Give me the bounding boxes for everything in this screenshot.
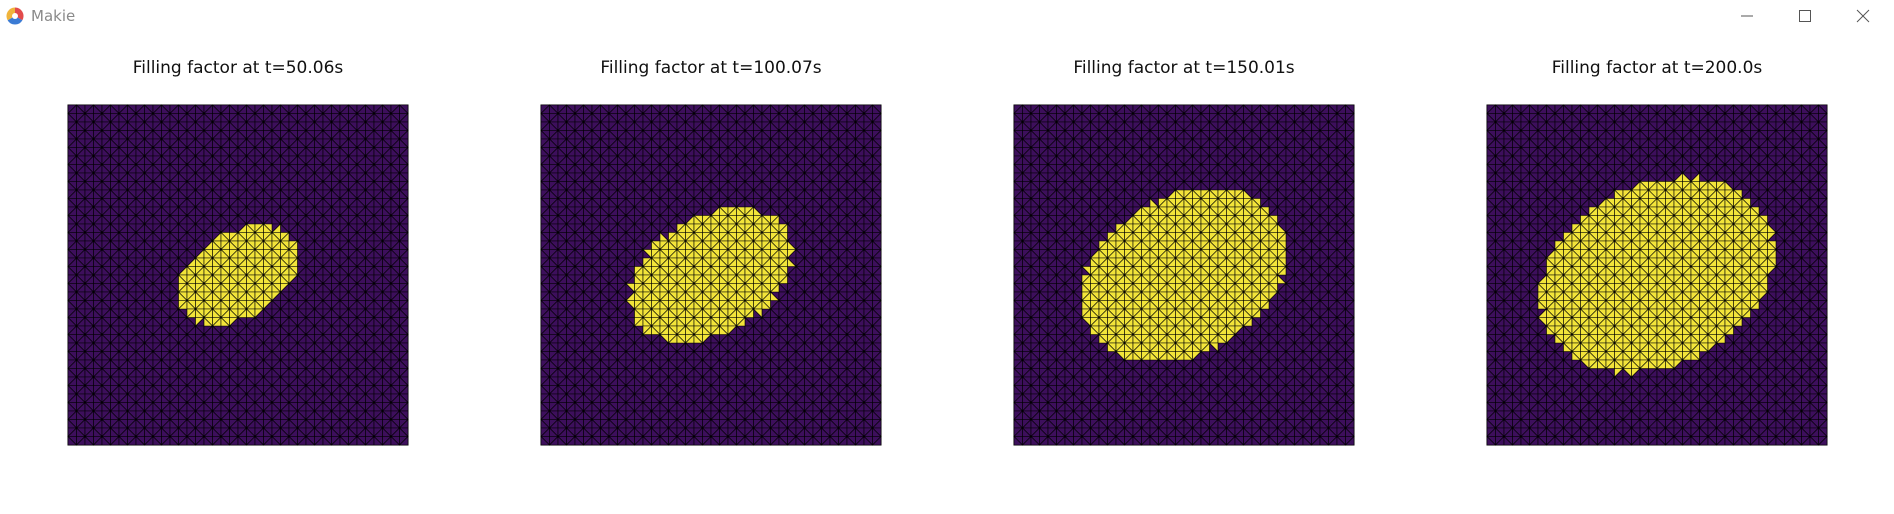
mesh-cell-filled	[220, 316, 231, 327]
mesh-svg	[540, 104, 882, 446]
mesh-cell-empty	[373, 435, 384, 446]
mesh-plot[interactable]	[42, 100, 434, 450]
mesh-cell-filled	[195, 317, 205, 327]
mesh-cell-empty	[135, 435, 146, 446]
close-button[interactable]	[1834, 0, 1892, 32]
mesh-cell-empty	[271, 435, 282, 446]
mesh-cell-filled	[288, 274, 299, 285]
mesh-cell-empty	[390, 435, 401, 446]
mesh-cell-empty	[254, 435, 265, 446]
mesh-cell-empty	[220, 435, 231, 446]
mesh-cell-empty	[288, 435, 299, 446]
makie-logo-icon	[6, 7, 24, 25]
mesh-cell-filled	[271, 291, 282, 302]
mesh-cell-empty	[398, 435, 409, 446]
mesh-cell-empty	[101, 435, 112, 446]
panel-title: Filling factor at t=100.07s	[600, 58, 822, 78]
maximize-icon	[1799, 10, 1811, 22]
mesh-cell-empty	[305, 435, 316, 446]
mesh-plot[interactable]	[515, 100, 907, 450]
panel-1: Filling factor at t=50.06s	[42, 50, 434, 450]
mesh-cell-empty	[152, 435, 163, 446]
mesh-cell-empty	[339, 435, 350, 446]
mesh-cell-filled	[229, 317, 239, 327]
mesh-cell-empty	[356, 435, 367, 446]
mesh-cell-filled	[280, 283, 290, 293]
window-titlebar: Makie	[0, 0, 1894, 32]
panel-title: Filling factor at t=50.06s	[132, 58, 344, 78]
mesh-cell-empty	[169, 435, 180, 446]
mesh-cell-filled	[246, 308, 256, 318]
mesh-cell-filled	[263, 300, 273, 310]
mesh-cell-filled	[203, 316, 214, 327]
mesh-cell-empty	[67, 435, 78, 446]
close-icon	[1856, 9, 1870, 23]
mesh-cell-empty	[237, 435, 248, 446]
minimize-button[interactable]	[1718, 0, 1776, 32]
mesh-cell-empty	[203, 435, 214, 446]
minimize-icon	[1741, 15, 1753, 17]
window-title: Makie	[31, 7, 76, 25]
mesh-cell-empty	[186, 435, 197, 446]
mesh-cell-empty	[118, 435, 129, 446]
maximize-button[interactable]	[1776, 0, 1834, 32]
panel-2: Filling factor at t=100.07s	[515, 50, 907, 450]
mesh-cell-empty	[322, 435, 333, 446]
mesh-cell-filled	[254, 308, 265, 319]
mesh-cell-empty	[84, 435, 95, 446]
mesh-svg	[67, 104, 409, 446]
